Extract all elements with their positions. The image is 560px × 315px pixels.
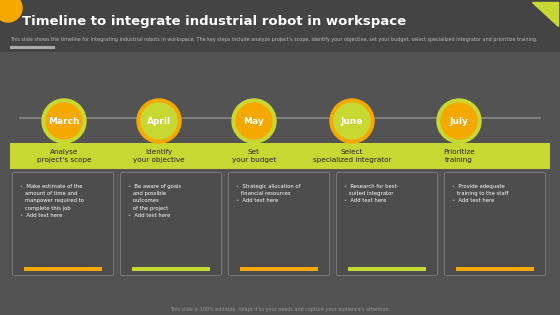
Circle shape	[232, 99, 276, 143]
Circle shape	[0, 0, 22, 22]
Text: Timeline to integrate industrial robot in workspace: Timeline to integrate industrial robot i…	[22, 15, 406, 28]
Text: April: April	[147, 117, 171, 125]
Circle shape	[437, 99, 481, 143]
Text: May: May	[244, 117, 264, 125]
FancyBboxPatch shape	[337, 173, 437, 276]
Bar	[24, 267, 102, 271]
Circle shape	[46, 103, 82, 139]
Text: Set
your budget: Set your budget	[232, 149, 276, 163]
Text: ◦  Make estimate of the
   amount of time and
   manpower required to
   complet: ◦ Make estimate of the amount of time an…	[20, 184, 84, 218]
Text: March: March	[48, 117, 80, 125]
Bar	[132, 267, 210, 271]
Text: Prioritize
training: Prioritize training	[443, 149, 475, 163]
Bar	[348, 267, 426, 271]
Bar	[240, 267, 318, 271]
Text: ◦  Be aware of goals
   and possible
   outcomes
   of the project
◦  Add text h: ◦ Be aware of goals and possible outcome…	[128, 184, 181, 218]
Text: ◦  Strategic allocation of
   financial resources
◦  Add text here: ◦ Strategic allocation of financial reso…	[236, 184, 300, 203]
Text: Analyse
project's scope: Analyse project's scope	[37, 149, 91, 163]
Circle shape	[441, 103, 477, 139]
FancyBboxPatch shape	[228, 173, 329, 276]
Circle shape	[137, 99, 181, 143]
FancyBboxPatch shape	[120, 173, 222, 276]
Circle shape	[334, 103, 370, 139]
Text: Identify
your objective: Identify your objective	[133, 149, 185, 163]
Circle shape	[330, 99, 374, 143]
Text: ◦  Provide adequate
   training to the staff
◦  Add text here: ◦ Provide adequate training to the staff…	[452, 184, 508, 203]
Bar	[10, 143, 550, 169]
Text: This slide is 100% editable. Adapt it to your needs and capture your audience's : This slide is 100% editable. Adapt it to…	[170, 306, 390, 312]
Bar	[10, 46, 55, 49]
Circle shape	[141, 103, 177, 139]
Text: June: June	[340, 117, 363, 125]
Circle shape	[236, 103, 272, 139]
Bar	[456, 267, 534, 271]
Circle shape	[42, 99, 86, 143]
Bar	[0, 0, 560, 52]
Text: This slide shows the timeline for integrating industrial robots in workspace. Th: This slide shows the timeline for integr…	[10, 37, 538, 43]
FancyBboxPatch shape	[12, 173, 114, 276]
Polygon shape	[532, 2, 558, 26]
Text: ◦  Research for best-
   suited integrator
◦  Add text here: ◦ Research for best- suited integrator ◦…	[344, 184, 399, 203]
FancyBboxPatch shape	[445, 173, 545, 276]
Text: July: July	[450, 117, 468, 125]
Text: Select
specialized integrator: Select specialized integrator	[312, 149, 391, 163]
